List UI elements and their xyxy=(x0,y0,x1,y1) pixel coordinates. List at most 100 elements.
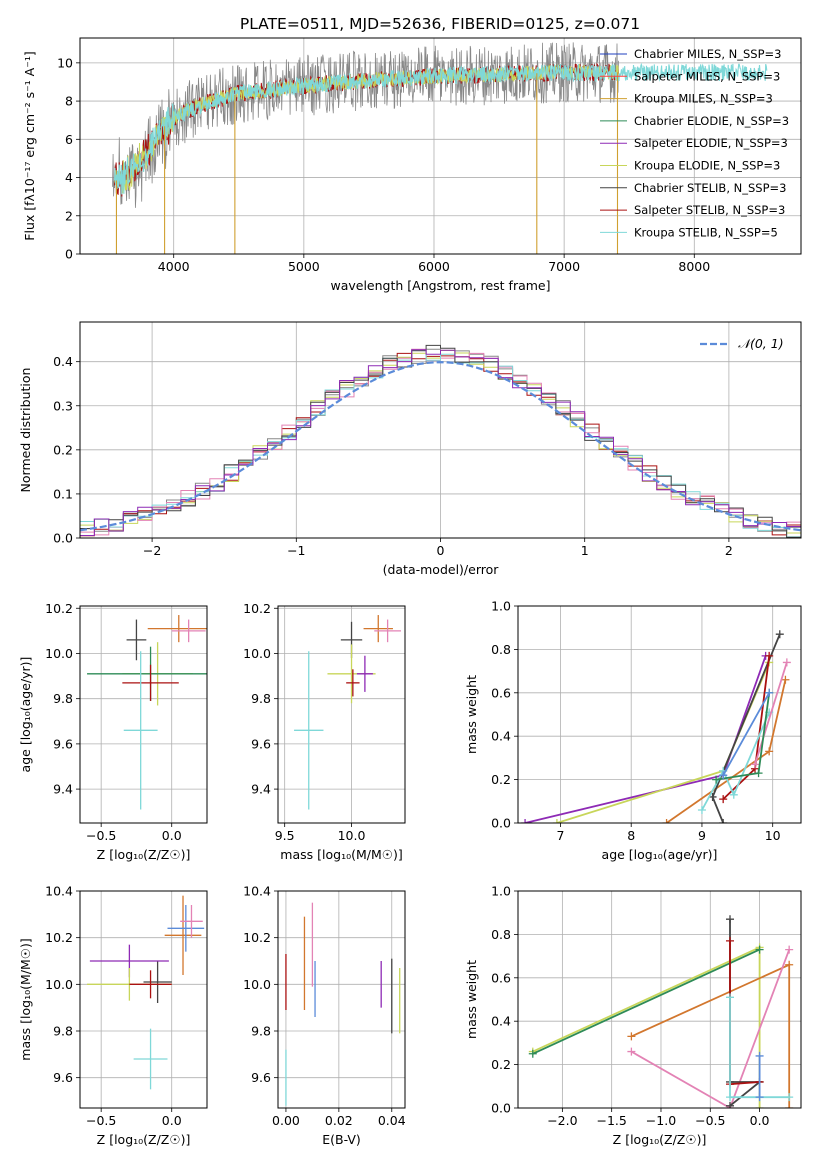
error-bar-point xyxy=(346,669,360,697)
y-tick-label: 0 xyxy=(65,247,73,262)
mass-weight-marker xyxy=(765,651,774,660)
x-tick-label: −0.5 xyxy=(86,1113,116,1128)
x-tick-label: 0 xyxy=(437,543,445,558)
mass-weight-line xyxy=(701,711,771,811)
x-tick-label: 4000 xyxy=(158,259,190,274)
x-tick-label: 8 xyxy=(627,828,635,843)
y-tick-label: 9.8 xyxy=(53,1024,73,1039)
x-axis-label: E(B-V) xyxy=(322,1132,361,1147)
y-tick-label: 9.4 xyxy=(53,782,73,797)
mass-weight-marker xyxy=(751,760,760,769)
mass-weight-marker xyxy=(785,945,794,954)
plot-area xyxy=(80,606,207,823)
x-tick-label: 0.0 xyxy=(162,1113,182,1128)
y-axis-label: Normed distribution xyxy=(18,368,33,493)
mass-weight-marker xyxy=(755,1104,764,1108)
y-tick-label: 10 xyxy=(57,55,73,70)
error-bar-point xyxy=(133,1028,168,1090)
panel-mass_vs_ebv: 0.00 0.02 0.04 9.6 9.8 10.0 10.2 10.4 E(B-V) xyxy=(243,884,406,1148)
y-tick-label: 0.0 xyxy=(53,531,73,546)
mass-weight-marker xyxy=(755,945,764,954)
y-tick-label: 0.6 xyxy=(491,970,511,985)
error-bar-point xyxy=(147,615,207,643)
axes-frame xyxy=(277,605,406,824)
error-bar-point xyxy=(167,905,205,952)
legend-label: Kroupa ELODIE, N_SSP=3 xyxy=(634,159,780,173)
error-bar-point xyxy=(363,615,393,643)
mass-weight-marker xyxy=(785,1104,794,1108)
mass-weight-marker xyxy=(765,688,774,697)
mass-weight-marker xyxy=(719,771,728,780)
mass-weight-marker xyxy=(726,1093,735,1102)
x-tick-label: 5000 xyxy=(288,259,320,274)
x-axis-label: age [log₁₀(age/yr)] xyxy=(602,847,718,862)
x-tick-label: −1.0 xyxy=(646,1113,676,1128)
plot-area xyxy=(518,606,801,823)
panel-spectrum: 4000 5000 6000 7000 8000 0 2 4 6 8 10 wavelength [A… xyxy=(22,37,802,293)
mass-weight-marker xyxy=(785,960,794,969)
mass-weight-marker xyxy=(729,790,738,799)
y-tick-label: 0.4 xyxy=(53,354,73,369)
y-tick-label: 9.8 xyxy=(53,691,73,706)
y-tick-label: 6 xyxy=(65,132,73,147)
x-axis-label: Z [log₁₀(Z/Z☉)] xyxy=(97,1132,191,1147)
legend-label: Kroupa MILES, N_SSP=3 xyxy=(634,92,773,106)
y-axis-label: Flux [fλ10⁻¹⁷ erg cm⁻² s⁻¹ A⁻¹] xyxy=(22,51,37,240)
y-tick-label: 10.0 xyxy=(45,977,73,992)
panel-weight_vs_age: 7 8 9 10 0.0 0.2 0.4 0.6 0.8 1.0 age [log₁₀(age/yr… xyxy=(464,599,802,862)
legend-label: Chabrier ELODIE, N_SSP=3 xyxy=(634,114,789,128)
mass-weight-marker xyxy=(785,1093,794,1102)
legend-label: Chabrier MILES, N_SSP=3 xyxy=(634,47,781,61)
x-tick-label: −0.5 xyxy=(86,828,116,843)
mass-weight-marker xyxy=(726,993,735,1002)
y-axis-label: mass weight xyxy=(464,960,479,1039)
mass-weight-line xyxy=(722,692,770,776)
x-tick-label: −0.5 xyxy=(695,1113,725,1128)
x-tick-label: −2.0 xyxy=(547,1113,577,1128)
y-tick-label: 2 xyxy=(65,208,73,223)
y-tick-label: 9.8 xyxy=(251,1024,271,1039)
mass-weight-marker xyxy=(627,1047,636,1056)
y-tick-label: 10.0 xyxy=(243,977,271,992)
x-axis-label: (data-model)/error xyxy=(383,562,500,577)
figure-title: PLATE=0511, MJD=52636, FIBERID=0125, z=0… xyxy=(240,15,640,33)
plot-area xyxy=(518,891,801,1108)
error-bar-point xyxy=(164,895,202,975)
mass-weight-marker xyxy=(782,658,791,667)
mass-weight-marker xyxy=(552,819,561,823)
axes-frame xyxy=(517,605,802,824)
mass-weight-marker xyxy=(781,675,790,684)
x-tick-label: 0.0 xyxy=(162,828,182,843)
mass-weight-marker xyxy=(719,795,728,804)
x-axis-label: mass [log₁₀(M/M☉)] xyxy=(280,847,402,862)
mass-weight-line xyxy=(556,662,771,823)
y-tick-label: 10.2 xyxy=(45,601,73,616)
mass-weight-marker xyxy=(521,819,530,823)
mass-weight-marker xyxy=(726,1101,735,1108)
legend-label: Chabrier STELIB, N_SSP=3 xyxy=(634,181,786,195)
plot-area xyxy=(278,606,405,823)
panel-age_vs_mass: 9.5 10.0 9.4 9.6 9.8 10.0 10.2 mass [log₁₀(M/M☉… xyxy=(243,601,406,862)
y-tick-label: 0.4 xyxy=(491,1014,511,1029)
y-tick-label: 10.2 xyxy=(243,930,271,945)
x-tick-label: 9 xyxy=(698,828,706,843)
mass-weight-marker xyxy=(528,1049,537,1058)
error-bar-point xyxy=(356,655,373,692)
y-tick-label: 0.8 xyxy=(491,927,511,942)
x-tick-label: −2 xyxy=(143,543,161,558)
mass-weight-line xyxy=(729,940,760,1086)
y-tick-label: 1.0 xyxy=(491,884,511,899)
y-tick-label: 0.2 xyxy=(53,442,73,457)
x-tick-label: 6000 xyxy=(418,259,450,274)
axes-frame xyxy=(79,605,208,824)
x-tick-label: 7 xyxy=(556,828,564,843)
y-tick-label: 9.6 xyxy=(251,1070,271,1085)
y-tick-label: 9.6 xyxy=(251,736,271,751)
x-tick-label: 10.0 xyxy=(338,828,366,843)
y-axis-label: mass [log₁₀(M/M☉)] xyxy=(18,938,33,1060)
y-tick-label: 8 xyxy=(65,94,73,109)
y-tick-label: 0.0 xyxy=(491,1101,511,1116)
legend-label: Salpeter STELIB, N_SSP=3 xyxy=(634,203,785,217)
legend-label: Salpeter MILES, N_SSP=3 xyxy=(634,69,780,83)
y-axis-label: age [log₁₀(age/yr)] xyxy=(18,657,33,773)
